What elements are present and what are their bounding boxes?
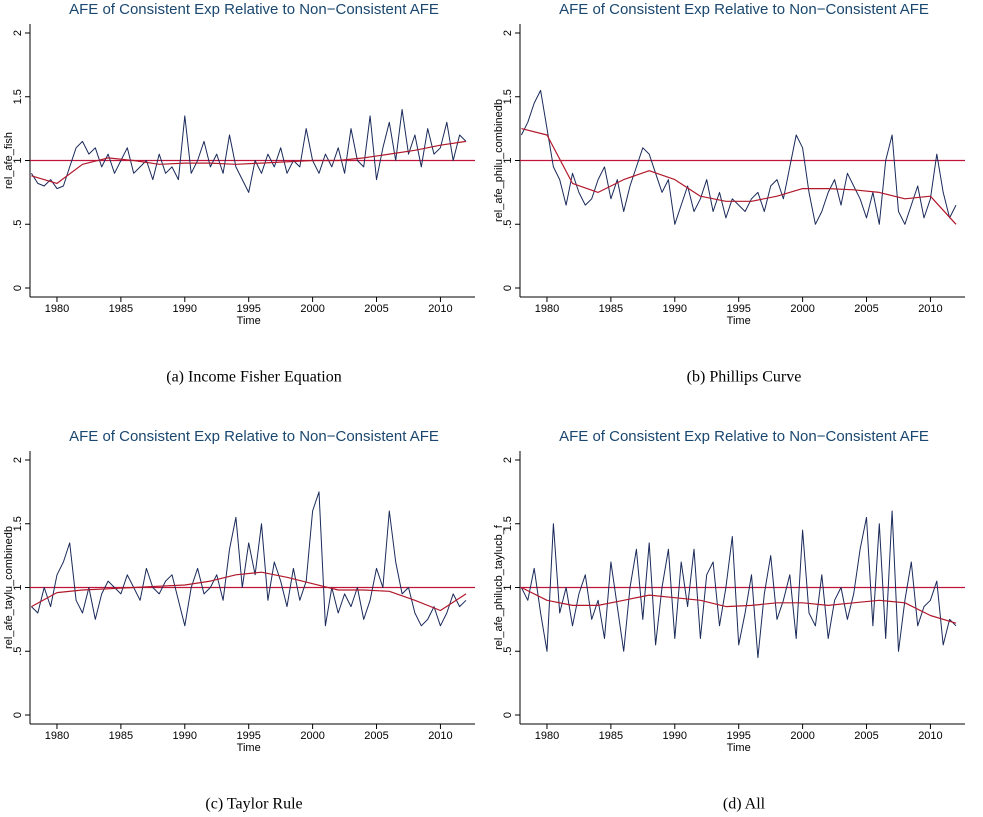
data-line [31, 491, 467, 627]
x-tick-label: 2010 [918, 303, 942, 315]
x-axis-title: Time [237, 742, 261, 754]
x-tick-label: 1990 [663, 730, 687, 742]
caption: (a) Income Fisher Equation [166, 369, 342, 386]
chart-title: AFE of Consistent Exp Relative to Non−Co… [69, 1, 439, 18]
y-tick-label: 1.5 [12, 89, 24, 104]
y-tick-label: 0 [502, 285, 514, 291]
y-tick-label: .5 [502, 220, 514, 229]
y-tick-label: .5 [12, 647, 24, 656]
trend-line [521, 586, 957, 624]
x-tick-label: 1985 [109, 303, 133, 315]
y-tick-label: 2 [502, 457, 514, 463]
x-tick-label: 2000 [790, 730, 814, 742]
y-tick-label: .5 [502, 647, 514, 656]
y-tick-label: 0 [12, 712, 24, 718]
y-tick-label: 2 [12, 457, 24, 463]
y-tick-label: 2 [502, 30, 514, 36]
x-tick-label: 1995 [236, 303, 260, 315]
y-tick-label: 1.5 [502, 89, 514, 104]
chart-title: AFE of Consistent Exp Relative to Non−Co… [559, 428, 929, 445]
x-axis-title: Time [727, 315, 751, 327]
y-tick-label: 1 [502, 584, 514, 590]
y-tick-label: 0 [12, 285, 24, 291]
y-tick-label: 1 [502, 157, 514, 163]
y-tick-label: 1 [12, 157, 24, 163]
caption: (d) All [723, 796, 766, 813]
y-tick-label: 0 [502, 712, 514, 718]
x-tick-label: 1990 [173, 303, 197, 315]
x-tick-label: 1980 [45, 730, 69, 742]
x-tick-label: 2010 [918, 730, 942, 742]
x-tick-label: 1980 [535, 730, 559, 742]
data-line [30, 109, 467, 193]
data-line [520, 510, 957, 659]
x-axis-title: Time [237, 315, 261, 327]
x-tick-label: 2000 [790, 303, 814, 315]
chart-title: AFE of Consistent Exp Relative to Non−Co… [559, 1, 929, 18]
y-axis-title: rel_afe_fish [3, 132, 15, 189]
x-tick-label: 1990 [663, 303, 687, 315]
x-tick-label: 2010 [428, 303, 452, 315]
x-tick-label: 2005 [854, 730, 878, 742]
y-axis-title: rel_afe_philu_combinedb [493, 99, 505, 222]
caption: (c) Taylor Rule [205, 796, 302, 813]
x-tick-label: 1990 [173, 730, 197, 742]
y-tick-label: 2 [12, 30, 24, 36]
y-tick-label: 1 [12, 584, 24, 590]
data-line [520, 89, 957, 225]
x-tick-label: 2005 [364, 730, 388, 742]
x-tick-label: 1985 [599, 303, 623, 315]
chart-title: AFE of Consistent Exp Relative to Non−Co… [69, 428, 439, 445]
x-tick-label: 2005 [364, 303, 388, 315]
y-tick-label: .5 [12, 220, 24, 229]
x-axis-title: Time [727, 742, 751, 754]
x-tick-label: 2010 [428, 730, 452, 742]
y-tick-label: 1.5 [502, 516, 514, 531]
x-tick-label: 2000 [300, 730, 324, 742]
x-tick-label: 2000 [300, 303, 324, 315]
x-tick-label: 1985 [599, 730, 623, 742]
x-tick-label: 1995 [726, 303, 750, 315]
x-tick-label: 1995 [236, 730, 260, 742]
x-tick-label: 1985 [109, 730, 133, 742]
y-axis-title: rel_afe_taylu_combinedb [3, 526, 15, 649]
caption: (b) Phillips Curve [687, 369, 802, 386]
trend-line [521, 128, 957, 225]
x-tick-label: 1995 [726, 730, 750, 742]
y-tick-label: 1.5 [12, 516, 24, 531]
y-axis-title: rel_afe_philucb_taylucb_f [493, 524, 505, 650]
trend-line [31, 140, 467, 184]
x-tick-label: 1980 [45, 303, 69, 315]
trend-line [31, 571, 467, 612]
x-tick-label: 1980 [535, 303, 559, 315]
x-tick-label: 2005 [854, 303, 878, 315]
